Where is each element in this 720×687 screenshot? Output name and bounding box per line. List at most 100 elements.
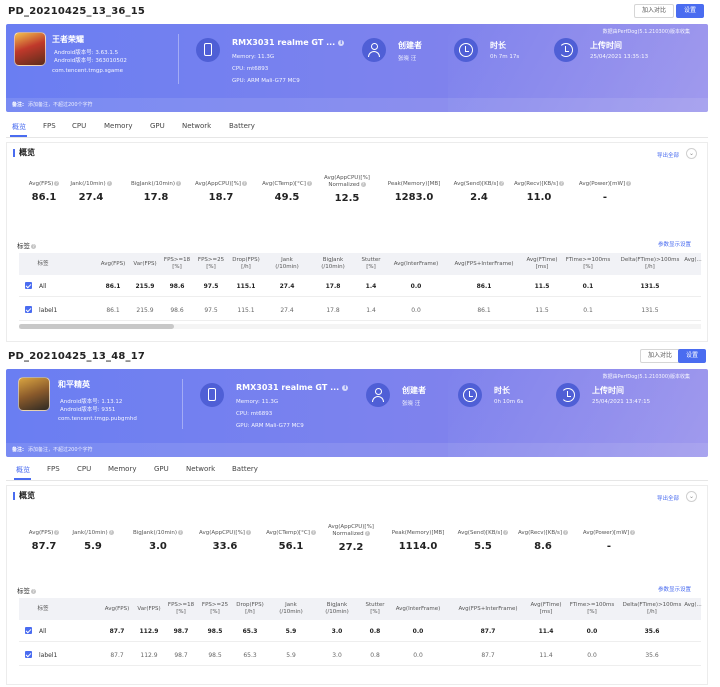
collapse-icon[interactable]: ⌄ (686, 491, 697, 502)
scrollbar-thumb[interactable] (19, 324, 174, 329)
upload-label: 上传时间 (592, 386, 624, 395)
table-row[interactable]: All 86.1 215.9 98.6 97.5 115.1 27.4 17.8… (19, 275, 701, 297)
metric: Avg(Send)[KB/s]? 2.4 (453, 181, 505, 203)
creator-value: 张晓 汪 (402, 401, 421, 407)
user-icon (362, 38, 386, 62)
upload-label: 上传时间 (590, 41, 622, 50)
row-checkbox[interactable] (25, 306, 32, 313)
metric: Avg(Send)[KB/s]? 5.5 (457, 530, 509, 552)
metric: Avg(Recv)[KB/s]? 11.0 (513, 181, 565, 203)
metric: Avg(Power)[mW]? - (578, 181, 632, 203)
metric: Jank(/10min)? 27.4 (70, 181, 112, 203)
overview-panel: 概览 导出全部 ⌄ Avg(FPS)? 87.7 Jank(/10min)? 5.9… (6, 485, 708, 685)
device-memory: Memory: 11.3G (236, 399, 279, 405)
tab-battery[interactable]: Battery (229, 122, 255, 130)
note-bar[interactable]: 备注: 添加备注，不超过200个字符 (6, 98, 708, 112)
metric: Avg(AppCPU)[%]? 18.7 (195, 181, 247, 203)
tab-network[interactable]: Network (186, 465, 216, 473)
table-row[interactable]: All 87.7 112.9 98.7 98.5 65.3 5.9 3.0 0.… (19, 620, 701, 642)
duration-value: 0h 7m 17s (490, 54, 520, 60)
report-card: PD_20210425_13_36_15 加入对比 设置 数据由PerfDog(… (0, 0, 720, 345)
metric: Avg(AppCPU)[%]? 33.6 (199, 530, 251, 552)
data-table: 标签 Avg(FPS) Var(FPS) FPS>=18 [%] FPS>=25… (19, 253, 702, 333)
app-version: Android版本号: 3.63.1.5 (54, 50, 119, 56)
overview-title: 概览 (13, 149, 35, 157)
tab-network[interactable]: Network (182, 122, 212, 130)
tags-label: 标签? (17, 587, 36, 595)
row-checkbox[interactable] (25, 651, 32, 658)
device-memory: Memory: 11.3G (232, 54, 275, 60)
app-package: com.tencent.tmgp.sgame (52, 68, 124, 74)
duration-value: 0h 10m 6s (494, 399, 524, 405)
history-icon (554, 38, 578, 62)
tab-overview[interactable]: 概览 (12, 123, 26, 131)
creator-value: 张晓 汪 (398, 56, 417, 62)
history-icon (556, 383, 580, 407)
tab-fps[interactable]: FPS (43, 122, 56, 130)
param-display-settings-link[interactable]: 参数显示设置 (657, 242, 691, 248)
metric: Peak(Memory)[MB] 1114.0 (391, 530, 445, 552)
device-cpu: CPU: mt6893 (236, 411, 273, 417)
info-icon[interactable]: i (342, 384, 349, 391)
report-title: PD_20210425_13_48_17 (8, 351, 146, 362)
param-display-settings-link[interactable]: 参数显示设置 (657, 587, 691, 593)
note-bar[interactable]: 备注: 添加备注，不超过200个字符 (6, 443, 708, 457)
duration-label: 时长 (490, 41, 506, 50)
phone-icon (200, 383, 224, 407)
row-checkbox[interactable] (25, 627, 32, 634)
app-icon (18, 377, 50, 411)
info-icon[interactable]: i (338, 39, 345, 46)
overview-panel: 概览 导出全部 ⌄ Avg(FPS)? 86.1 Jank(/10min)? 27.… (6, 142, 708, 342)
app-version-code: Android版本号: 363010502 (54, 58, 127, 64)
device-model: RMX3031 realme GT ... i (236, 383, 349, 392)
settings-button[interactable]: 设置 (676, 4, 705, 18)
row-checkbox[interactable] (25, 282, 32, 289)
phone-icon (196, 38, 220, 62)
tab-memory[interactable]: Memory (104, 122, 133, 130)
tags-label: 标签? (17, 242, 36, 250)
table-row[interactable]: label1 86.1 215.9 98.6 97.5 115.1 27.4 1… (19, 299, 701, 321)
creator-label: 创建者 (398, 41, 422, 50)
export-all-link[interactable]: 导出全部 (656, 153, 679, 159)
duration-label: 时长 (494, 386, 510, 395)
user-icon (366, 383, 390, 407)
metric: Avg(FPS)? 86.1 (28, 181, 60, 203)
metric: Avg(Recv)[KB/s]? 8.6 (517, 530, 569, 552)
collapse-icon[interactable]: ⌄ (686, 148, 697, 159)
tab-cpu[interactable]: CPU (77, 465, 92, 473)
tab-overview[interactable]: 概览 (16, 466, 30, 474)
app-version: Android版本号: 1.13.12 (60, 399, 123, 405)
clock-icon (454, 38, 478, 62)
add-compare-button[interactable]: 加入对比 (634, 4, 675, 18)
tab-fps[interactable]: FPS (47, 465, 60, 473)
metric: Avg(CTemp)[°C]? 56.1 (266, 530, 316, 552)
session-banner: 数据由PerfDog(5.1.210300)版本收集 和平精英 Android版… (6, 369, 708, 457)
app-package: com.tencent.tmgp.pubgmhd (58, 416, 137, 422)
table-header: 标签 Avg(FPS) Var(FPS) FPS>=18 [%] FPS>=25… (19, 253, 702, 275)
app-version-code: Android版本号: 9351 (60, 407, 116, 413)
overview-title: 概览 (13, 492, 35, 500)
horizontal-scrollbar[interactable] (19, 324, 701, 329)
settings-button[interactable]: 设置 (678, 349, 707, 363)
table-row[interactable]: label1 87.7 112.9 98.7 98.5 65.3 5.9 3.0… (19, 644, 701, 666)
metric: Jank(/10min)? 5.9 (72, 530, 114, 552)
session-banner: 数据由PerfDog(5.1.210300)版本收集 王者荣耀 Android版… (6, 24, 708, 112)
tab-memory[interactable]: Memory (108, 465, 137, 473)
source-note: 数据由PerfDog(5.1.210300)版本收集 (602, 374, 690, 380)
tab-gpu[interactable]: GPU (150, 122, 165, 130)
report-card: PD_20210425_13_48_17 加入对比 设置 数据由PerfDog(… (0, 345, 720, 687)
device-gpu: GPU: ARM Mali-G77 MC9 (236, 423, 304, 429)
metric: BigJank(/10min)? 17.8 (131, 181, 181, 203)
metric: Avg(FPS)? 87.7 (28, 530, 60, 552)
export-all-link[interactable]: 导出全部 (656, 496, 679, 502)
creator-label: 创建者 (402, 386, 426, 395)
metric: Avg(CTemp)[°C]? 49.5 (262, 181, 312, 203)
tab-cpu[interactable]: CPU (72, 122, 87, 130)
add-compare-button[interactable]: 加入对比 (640, 349, 681, 363)
report-title: PD_20210425_13_36_15 (8, 6, 146, 17)
metric: BigJank(/10min)? 3.0 (133, 530, 183, 552)
device-cpu: CPU: mt6893 (232, 66, 269, 72)
tab-gpu[interactable]: GPU (154, 465, 169, 473)
tab-battery[interactable]: Battery (232, 465, 258, 473)
metric: Peak(Memory)[MB] 1283.0 (387, 181, 441, 203)
